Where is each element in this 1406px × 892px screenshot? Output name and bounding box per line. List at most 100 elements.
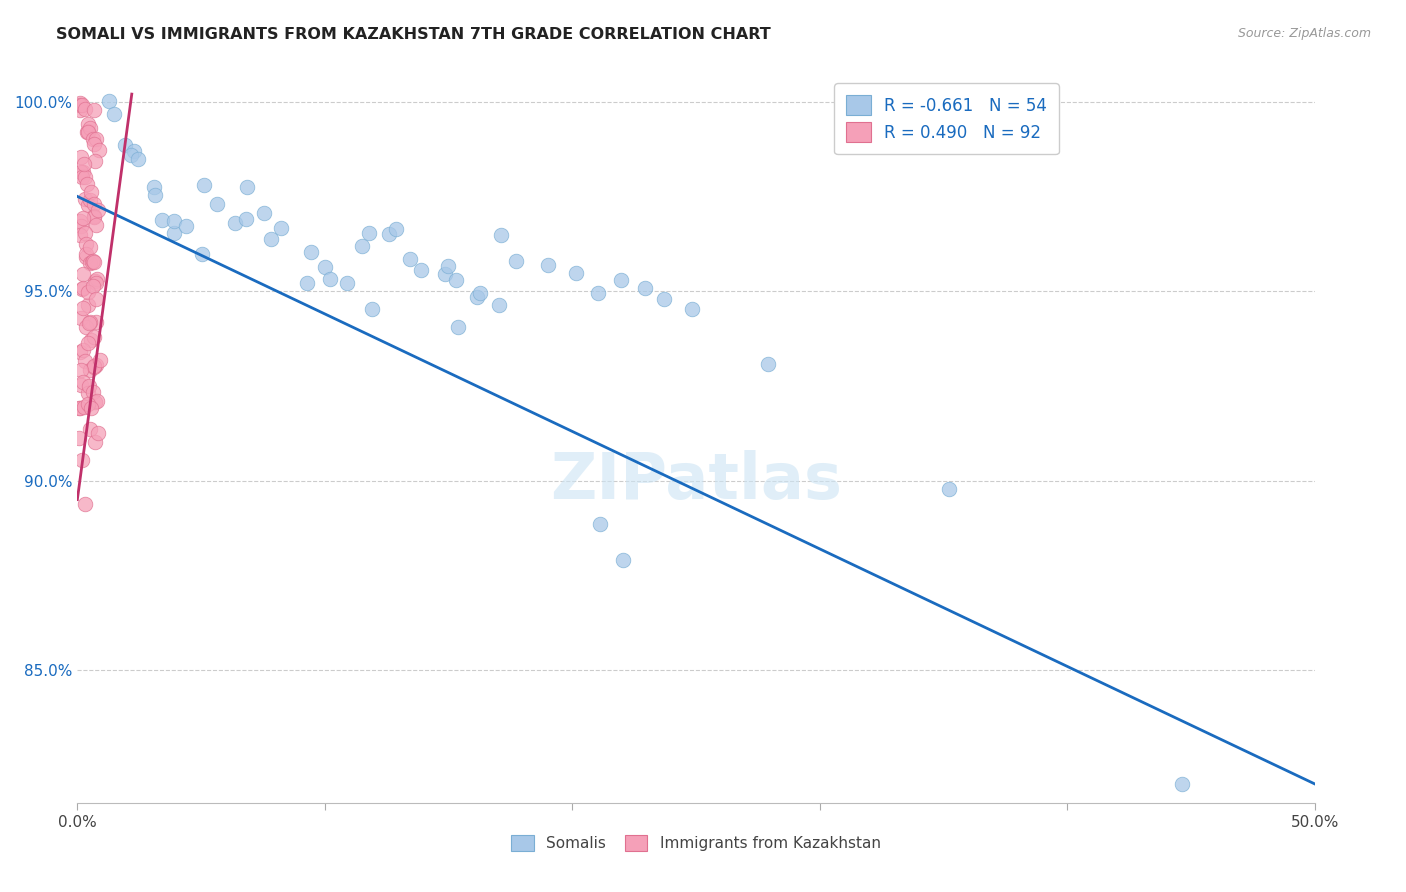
Point bbox=[399, 252, 422, 267]
Point bbox=[586, 285, 609, 300]
Point bbox=[114, 138, 136, 153]
Point bbox=[79, 256, 101, 270]
Point bbox=[67, 401, 90, 415]
Point bbox=[69, 378, 91, 392]
Text: Source: ZipAtlas.com: Source: ZipAtlas.com bbox=[1237, 27, 1371, 40]
Point bbox=[72, 267, 94, 281]
Point bbox=[79, 379, 101, 393]
Point bbox=[86, 271, 108, 285]
Point bbox=[75, 192, 97, 206]
Point bbox=[79, 401, 101, 415]
Point bbox=[83, 103, 105, 118]
Point bbox=[634, 281, 657, 295]
Point bbox=[73, 157, 96, 171]
Point bbox=[69, 214, 91, 228]
Point bbox=[72, 165, 94, 179]
Point bbox=[72, 375, 94, 389]
Point bbox=[75, 247, 97, 261]
Point bbox=[75, 227, 97, 241]
Point bbox=[207, 196, 229, 211]
Point bbox=[143, 179, 166, 194]
Point bbox=[75, 319, 97, 334]
Point bbox=[444, 273, 467, 287]
Point bbox=[756, 357, 779, 371]
Point bbox=[77, 198, 100, 212]
Point bbox=[1171, 777, 1194, 791]
Point bbox=[67, 431, 90, 445]
Point bbox=[77, 397, 100, 411]
Point bbox=[87, 143, 110, 157]
Point bbox=[82, 384, 104, 399]
Point bbox=[77, 297, 100, 311]
Point bbox=[75, 354, 97, 368]
Point bbox=[270, 220, 292, 235]
Point bbox=[83, 330, 105, 344]
Point bbox=[465, 290, 488, 304]
Point bbox=[652, 292, 675, 306]
Point bbox=[357, 226, 380, 240]
Point bbox=[297, 276, 319, 290]
Point bbox=[72, 452, 94, 467]
Text: SOMALI VS IMMIGRANTS FROM KAZAKHSTAN 7TH GRADE CORRELATION CHART: SOMALI VS IMMIGRANTS FROM KAZAKHSTAN 7TH… bbox=[56, 27, 770, 42]
Point bbox=[612, 553, 634, 567]
Point bbox=[86, 393, 108, 408]
Point bbox=[69, 95, 91, 110]
Point bbox=[82, 253, 104, 268]
Point bbox=[77, 285, 100, 299]
Point bbox=[83, 359, 105, 373]
Point bbox=[260, 231, 283, 245]
Point bbox=[73, 401, 96, 415]
Point bbox=[84, 292, 107, 306]
Point bbox=[70, 281, 93, 295]
Point bbox=[69, 150, 91, 164]
Point bbox=[505, 254, 527, 268]
Point bbox=[224, 216, 246, 230]
Point bbox=[84, 277, 107, 291]
Point bbox=[610, 273, 633, 287]
Point bbox=[163, 226, 186, 240]
Point bbox=[72, 301, 94, 315]
Point bbox=[84, 274, 107, 288]
Point bbox=[83, 196, 105, 211]
Point bbox=[127, 152, 149, 166]
Point bbox=[385, 222, 408, 236]
Point bbox=[589, 517, 612, 532]
Point bbox=[83, 210, 105, 224]
Point bbox=[80, 333, 103, 347]
Point bbox=[84, 315, 107, 329]
Point bbox=[82, 254, 104, 268]
Point bbox=[253, 206, 276, 220]
Point bbox=[446, 319, 468, 334]
Point bbox=[84, 394, 107, 409]
Point bbox=[319, 272, 342, 286]
Point bbox=[70, 310, 93, 325]
Point bbox=[83, 136, 105, 151]
Point bbox=[681, 301, 703, 316]
Point bbox=[565, 266, 588, 280]
Point bbox=[69, 228, 91, 243]
Point bbox=[70, 164, 93, 178]
Point bbox=[73, 497, 96, 511]
Point bbox=[84, 131, 107, 145]
Point bbox=[82, 132, 104, 146]
Point bbox=[70, 219, 93, 234]
Point bbox=[409, 263, 432, 277]
Point bbox=[193, 178, 215, 192]
Point bbox=[176, 219, 198, 234]
Point bbox=[76, 124, 98, 138]
Point bbox=[79, 363, 101, 377]
Y-axis label: 7th Grade: 7th Grade bbox=[0, 399, 3, 475]
Point bbox=[86, 425, 108, 440]
Point bbox=[79, 422, 101, 436]
Point bbox=[73, 169, 96, 184]
Point bbox=[69, 401, 91, 415]
Point bbox=[377, 227, 399, 241]
Point bbox=[84, 218, 107, 232]
Point bbox=[120, 147, 142, 161]
Point bbox=[145, 187, 167, 202]
Point bbox=[336, 276, 359, 290]
Point bbox=[69, 345, 91, 359]
Point bbox=[235, 211, 257, 226]
Point bbox=[80, 185, 103, 199]
Point bbox=[314, 260, 336, 275]
